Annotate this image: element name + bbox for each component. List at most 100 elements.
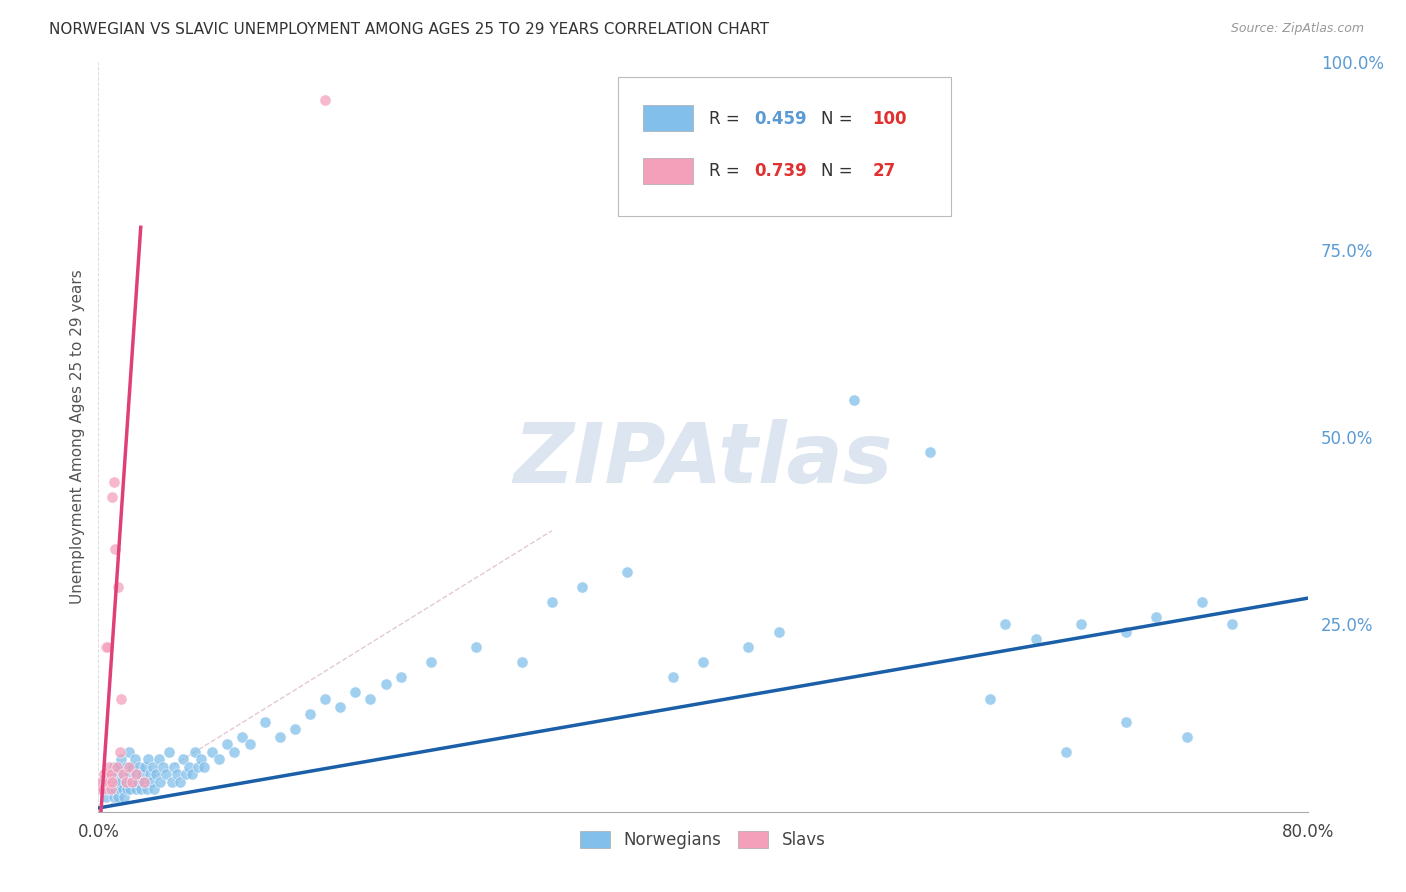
Point (166, 767, 188, 781)
Point (172, 752, 194, 766)
Point (121, 774, 143, 789)
Point (90, 774, 112, 789)
Point (420, 655, 443, 669)
Text: N =: N = (821, 110, 859, 128)
Point (1175, 730, 1198, 744)
Point (163, 760, 186, 774)
Point (616, 565, 638, 579)
Point (135, 782, 157, 797)
Point (215, 737, 238, 751)
Point (101, 774, 124, 789)
Point (118, 767, 141, 781)
Point (148, 752, 170, 766)
Point (110, 752, 132, 766)
Point (127, 774, 149, 789)
Point (190, 752, 212, 766)
Point (737, 640, 759, 654)
Text: NORWEGIAN VS SLAVIC UNEMPLOYMENT AMONG AGES 25 TO 29 YEARS CORRELATION CHART: NORWEGIAN VS SLAVIC UNEMPLOYMENT AMONG A… (49, 22, 769, 37)
Point (94, 774, 117, 789)
Text: 0.739: 0.739 (754, 162, 807, 180)
Y-axis label: Unemployment Among Ages 25 to 29 years: Unemployment Among Ages 25 to 29 years (69, 269, 84, 605)
Point (94, 640, 117, 654)
Point (231, 730, 253, 744)
Text: 100: 100 (872, 110, 907, 128)
Text: 27: 27 (872, 162, 896, 180)
Point (125, 782, 148, 797)
Point (918, 445, 941, 459)
Point (132, 774, 155, 789)
FancyBboxPatch shape (643, 105, 693, 131)
Point (1070, 617, 1092, 632)
Text: ZIPAtlas: ZIPAtlas (513, 419, 893, 500)
Point (114, 774, 136, 789)
Point (1191, 595, 1213, 609)
Point (90, 782, 112, 797)
Point (844, 392, 866, 407)
Point (1220, 617, 1243, 632)
Point (465, 640, 488, 654)
Point (118, 745, 141, 759)
Point (187, 760, 209, 774)
Point (149, 774, 172, 789)
Point (134, 760, 156, 774)
Point (96, 767, 118, 781)
Point (129, 782, 152, 797)
Point (93, 774, 115, 789)
Point (1144, 610, 1167, 624)
Point (125, 767, 148, 781)
Point (344, 685, 367, 699)
Point (329, 699, 352, 714)
Point (100, 767, 122, 781)
Point (105, 760, 128, 774)
Point (314, 93, 336, 107)
Point (122, 774, 145, 789)
Point (139, 767, 162, 781)
Point (540, 595, 562, 609)
Point (105, 774, 128, 789)
Point (111, 782, 134, 797)
Point (103, 789, 125, 804)
Point (155, 767, 177, 781)
Point (979, 692, 1001, 706)
Point (208, 752, 231, 766)
Point (96, 782, 118, 797)
Point (201, 745, 224, 759)
Point (159, 745, 181, 759)
Point (121, 760, 143, 774)
Text: Source: ZipAtlas.com: Source: ZipAtlas.com (1230, 22, 1364, 36)
Point (162, 774, 184, 789)
Point (181, 767, 204, 781)
Point (314, 692, 336, 706)
Point (100, 782, 122, 797)
Point (1054, 745, 1077, 759)
Point (184, 745, 207, 759)
Point (107, 760, 129, 774)
Point (108, 782, 131, 797)
Point (104, 782, 127, 797)
Point (89, 782, 111, 797)
Point (104, 542, 127, 557)
Point (142, 760, 165, 774)
FancyBboxPatch shape (619, 78, 950, 216)
Point (269, 730, 291, 744)
Text: R =: R = (709, 162, 745, 180)
Point (374, 677, 396, 691)
Point (299, 707, 322, 722)
Point (98, 774, 121, 789)
Point (114, 760, 136, 774)
Point (111, 767, 134, 781)
Point (193, 760, 215, 774)
Point (104, 767, 127, 781)
Point (1115, 714, 1137, 729)
Point (93, 767, 115, 781)
Point (112, 789, 135, 804)
Text: N =: N = (821, 162, 859, 180)
Point (110, 692, 132, 706)
Point (571, 580, 593, 594)
FancyBboxPatch shape (643, 158, 693, 184)
Point (141, 774, 163, 789)
Point (98, 767, 121, 781)
Point (143, 782, 166, 797)
Point (91, 782, 114, 797)
Point (107, 789, 129, 804)
